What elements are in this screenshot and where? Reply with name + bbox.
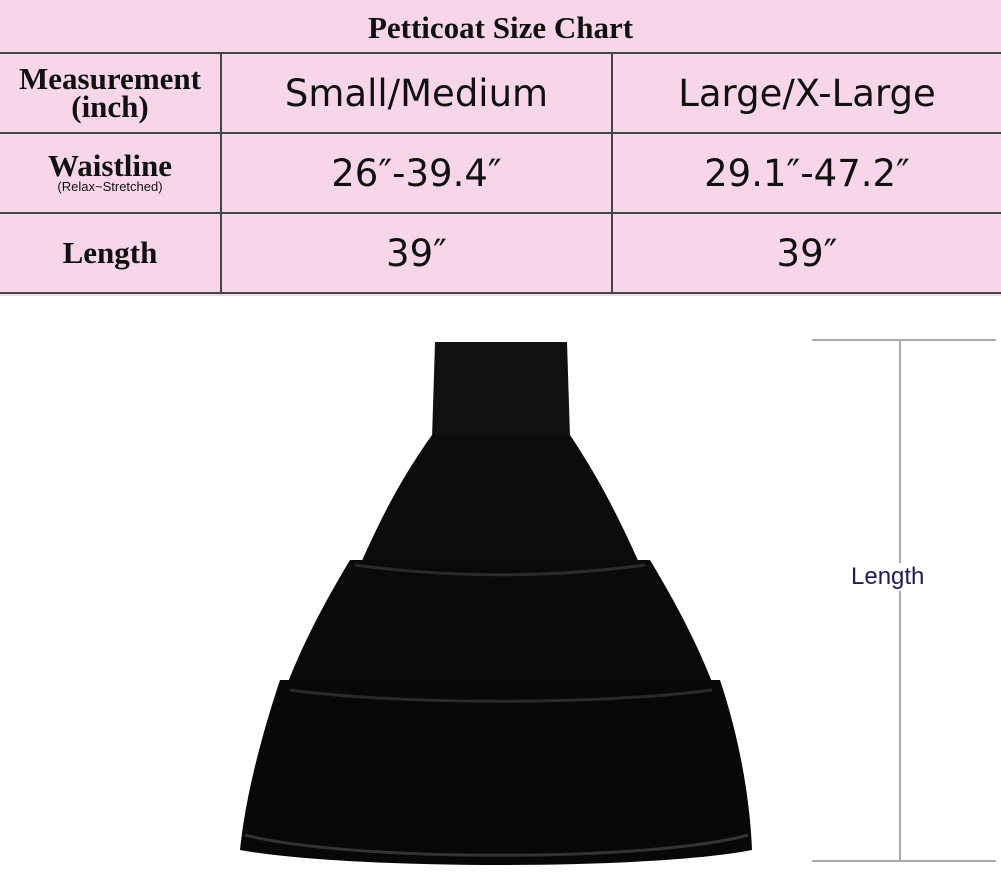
- size-chart-table: Petticoat Size Chart Measurement (inch) …: [0, 0, 1001, 296]
- skirt-waistband: [432, 342, 570, 438]
- divider: [220, 53, 222, 294]
- measurement-label: Measurement: [19, 61, 201, 96]
- waistline-small-medium: 26″-39.4″: [331, 151, 502, 195]
- divider: [0, 132, 1001, 134]
- length-measure-line: [899, 340, 901, 861]
- skirt-tier-2: [285, 560, 715, 690]
- unit-label: (inch): [71, 89, 149, 124]
- waistline-note: (Relax~Stretched): [57, 179, 163, 194]
- length-small-medium: 39″: [386, 231, 447, 275]
- length-large-xlarge: 39″: [776, 231, 838, 275]
- skirt-tier-1: [360, 435, 640, 565]
- divider: [611, 53, 613, 294]
- chart-title: Petticoat Size Chart: [367, 10, 634, 45]
- length-diagram-label: Length: [851, 563, 925, 591]
- divider: [0, 52, 1001, 54]
- divider: [0, 292, 1001, 294]
- header-large-xlarge: Large/X-Large: [678, 71, 936, 115]
- length-top-line: [812, 339, 996, 341]
- header-small-medium: Small/Medium: [284, 71, 549, 115]
- divider: [0, 212, 1001, 214]
- skirt-tier-3: [240, 680, 752, 865]
- row-waistline-label: Waistline (Relax~Stretched): [0, 134, 220, 212]
- header-measurement: Measurement (inch): [0, 54, 220, 132]
- length-bottom-line: [812, 860, 996, 862]
- length-label: Length: [62, 235, 158, 270]
- waistline-large-xlarge: 29.1″-47.2″: [704, 151, 910, 195]
- waistline-label: Waistline: [47, 148, 172, 183]
